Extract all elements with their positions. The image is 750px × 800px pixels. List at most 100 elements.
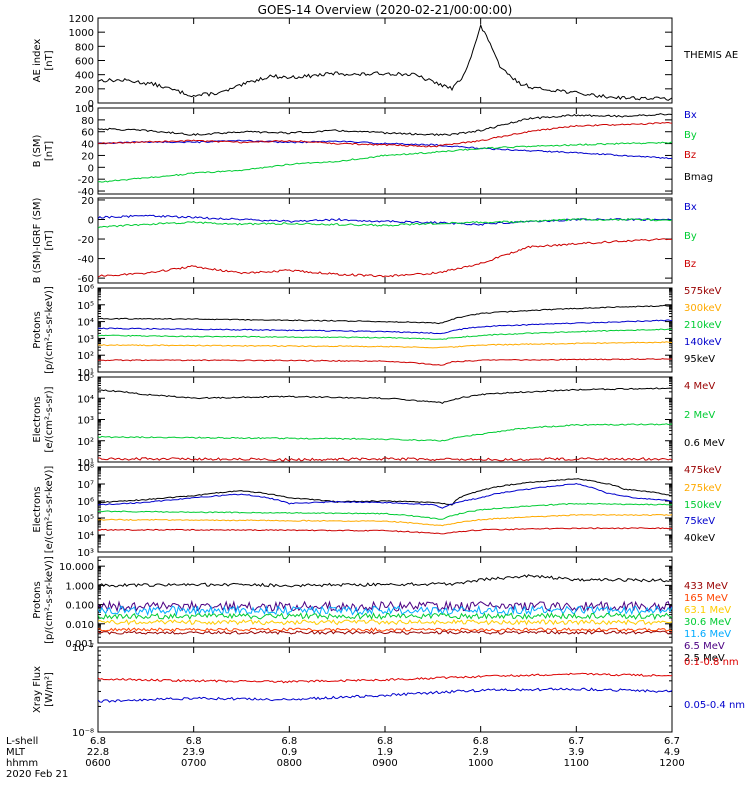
y-tick-label: 0 bbox=[88, 99, 94, 110]
x-tick-label: 22.8 bbox=[87, 747, 109, 758]
y-tick-label: 20 bbox=[81, 151, 94, 162]
y-axis-label: Electrons[e/(cm²-s-sr)] bbox=[32, 386, 55, 452]
plot-title: GOES-14 Overview (2020-02-21/00:00:00) bbox=[258, 3, 513, 17]
panel-frame bbox=[97, 17, 673, 104]
legend-entry: 30.6 MeV bbox=[684, 617, 731, 628]
legend-entry: By bbox=[684, 231, 697, 242]
series-line-75kev bbox=[98, 482, 672, 509]
x-tick-label: 6.8 bbox=[186, 736, 202, 747]
y-tick-label: 0.100 bbox=[65, 601, 94, 612]
legend-entry: 2.5 MeV bbox=[684, 653, 725, 664]
series-line-433-mev bbox=[98, 630, 672, 635]
series-line-6-5-mev bbox=[98, 599, 672, 613]
x-tick-label: 1100 bbox=[564, 758, 589, 769]
x-row-label: L-shell bbox=[6, 736, 38, 747]
legend-entry: 11.6 MeV bbox=[684, 629, 731, 640]
series-line-140kev bbox=[98, 319, 672, 335]
y-axis-label-line: Electrons bbox=[32, 396, 43, 442]
panel-electrons_kev: 10³ 10⁴ 10⁵ 10⁶ 10⁷ 10⁸ Electrons[e/(cm²-s-sr-… bbox=[32, 463, 722, 559]
y-tick-label: 10⁶ bbox=[77, 497, 94, 508]
legend-entry: 210keV bbox=[684, 320, 722, 331]
y-tick-label: 200 bbox=[75, 85, 94, 96]
y-axis-label: Protons[p/(cm²-s-sr-keV)] bbox=[32, 286, 55, 374]
y-tick-label: 10⁻⁸ bbox=[72, 728, 94, 739]
panel-electrons_mev: 10¹ 10² 10³ 10⁴ 10⁵ Electrons[e/(cm²-s-sr)] 4 … bbox=[32, 373, 725, 469]
series-line-bmag bbox=[98, 113, 672, 137]
series-line-575kev bbox=[98, 358, 672, 366]
y-tick-label: 10² bbox=[77, 351, 94, 362]
series-line-0-1-0-8-nm bbox=[98, 672, 672, 684]
y-tick-label: 10⁸ bbox=[77, 463, 94, 474]
y-tick-label: 10⁵ bbox=[77, 514, 94, 525]
panel-protons_mev: 10¹ 10² 10³ 10⁴ 10⁵ 10⁶ Protons[p/(cm²-s-sr-ke… bbox=[32, 284, 722, 379]
y-axis-label-line: [W/m²] bbox=[44, 672, 55, 707]
y-axis-label: B (SM)[nT] bbox=[32, 134, 55, 167]
y-tick-label: 10.000 bbox=[59, 562, 94, 573]
y-tick-label: 10⁷ bbox=[77, 480, 94, 491]
series-line-210kev bbox=[98, 328, 672, 340]
y-tick-label: 10¹ bbox=[77, 458, 94, 469]
y-tick-label: 60 bbox=[81, 128, 94, 139]
legend-entry: 63.1 MeV bbox=[684, 605, 731, 616]
y-axis-label: Electrons[e/(cm²-s-sr-keV)] bbox=[32, 466, 55, 554]
legend-entry: 300keV bbox=[684, 303, 722, 314]
y-axis-label: Xray Flux[W/m²] bbox=[32, 666, 55, 713]
y-tick-label: -40 bbox=[78, 187, 94, 198]
y-axis-label-line: Electrons bbox=[32, 486, 43, 532]
y-tick-label: 10³ bbox=[77, 334, 94, 345]
y-tick-label: 10³ bbox=[77, 416, 94, 427]
series-line-by bbox=[98, 141, 672, 183]
y-axis-label-line: [e/(cm²-s-sr-keV)] bbox=[44, 466, 55, 554]
legend-entry: 0.1-0.8 nm bbox=[684, 657, 739, 668]
series-line-95kev bbox=[98, 304, 672, 325]
series-line-by bbox=[98, 217, 672, 229]
y-tick-label: 10⁴ bbox=[77, 318, 94, 329]
series-line-30-6-mev bbox=[98, 612, 672, 621]
series-line-0-05-0-4-nm bbox=[98, 687, 672, 703]
series-line-themis-ae bbox=[98, 23, 672, 101]
legend-entry: 150keV bbox=[684, 500, 722, 511]
series-line-150kev bbox=[98, 502, 672, 520]
y-tick-label: 20 bbox=[81, 196, 94, 207]
y-tick-label: 10⁴ bbox=[77, 531, 94, 542]
y-tick-label: -20 bbox=[78, 175, 94, 186]
y-tick-label: 0.010 bbox=[65, 620, 94, 631]
y-tick-label: -60 bbox=[78, 274, 94, 285]
y-axis-label-line: [p/(cm²-s-sr-keV)] bbox=[44, 556, 55, 644]
x-tick-label: 0900 bbox=[372, 758, 397, 769]
legend-entry: 475keV bbox=[684, 465, 722, 476]
legend-entry: 6.5 MeV bbox=[684, 641, 725, 652]
panel-ae: 0 200 400 600 800 1000 1200 AE index[nT] THEMIS … bbox=[32, 14, 738, 110]
y-tick-label: 1.000 bbox=[65, 581, 94, 592]
y-axis-label: Protons[p/(cm²-s-sr-keV)] bbox=[32, 556, 55, 644]
y-tick-label: 800 bbox=[75, 42, 94, 53]
series-line-bx bbox=[98, 139, 672, 160]
x-tick-label: 1.9 bbox=[377, 747, 393, 758]
x-tick-label: 0800 bbox=[277, 758, 302, 769]
x-row-label: hhmm bbox=[6, 758, 38, 769]
series-line-bz bbox=[98, 238, 672, 278]
x-date-label: 2020 Feb 21 bbox=[6, 769, 68, 780]
y-tick-label: 40 bbox=[81, 140, 94, 151]
panel-xray: 10⁻⁸ 10⁻⁷ Xray Flux[W/m²] 0.1-0.8 nm 0.05-0.… bbox=[32, 643, 745, 739]
x-row-label: MLT bbox=[6, 747, 26, 758]
series-line-2-mev bbox=[98, 423, 672, 442]
y-axis-label: B (SM)-IGRF (SM)[nT] bbox=[32, 198, 55, 284]
legend-entry: 0.6 MeV bbox=[684, 438, 725, 449]
panel-frame bbox=[97, 197, 673, 284]
x-tick-label: 0.9 bbox=[281, 747, 297, 758]
series-line-4-mev bbox=[98, 457, 672, 462]
legend-entry: 75keV bbox=[684, 516, 715, 527]
panel-bdiff: -60 -40 -20 0 20 B (SM)-IGRF (SM)[nT] Bx By Bz bbox=[32, 196, 697, 285]
legend-entry: 0.05-0.4 nm bbox=[684, 700, 745, 711]
legend-entry: 140keV bbox=[684, 337, 722, 348]
legend-entry: 4 MeV bbox=[684, 381, 715, 392]
series-line-11-6-mev bbox=[98, 604, 672, 617]
legend-entry: Bx bbox=[684, 202, 697, 213]
y-tick-label: 100 bbox=[75, 104, 94, 115]
y-tick-label: 1000 bbox=[69, 28, 94, 39]
series-line-165-mev bbox=[98, 627, 672, 633]
y-tick-label: -40 bbox=[78, 255, 94, 266]
